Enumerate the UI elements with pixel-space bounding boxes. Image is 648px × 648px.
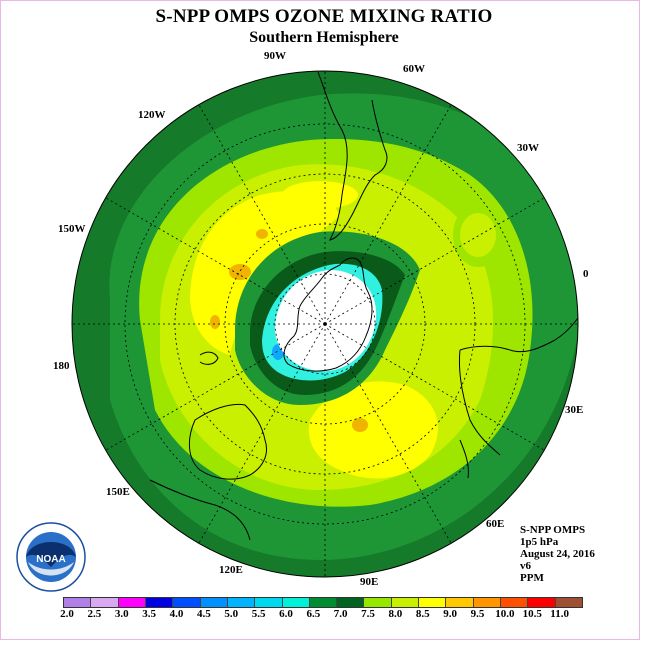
- colorbar-swatch: [501, 598, 529, 607]
- colorbar-swatch: [337, 598, 365, 607]
- field-polar-night: [274, 270, 377, 372]
- graticule: [72, 71, 578, 577]
- colorbar-swatch: [473, 598, 501, 607]
- colorbar-swatch: [419, 598, 447, 607]
- coast-new-zealand: [199, 351, 219, 365]
- colorbar-tick-label: 10.0: [495, 608, 515, 620]
- lon-label-90w: 90W: [264, 50, 286, 62]
- colorbar-swatch: [200, 598, 228, 607]
- lon-label-180: 180: [53, 360, 70, 372]
- colorbar-tick-label: 9.5: [470, 608, 485, 620]
- logo-wordmark: NOAA: [36, 554, 65, 565]
- info-level: 1p5 hPa: [520, 536, 559, 548]
- field-orange-2: [256, 229, 268, 239]
- info-unit: PPM: [520, 572, 544, 584]
- metadata-block: S-NPP OMPS 1p5 hPa August 24, 2016 v6 PP…: [520, 524, 595, 584]
- colorbar-tick-label: 8.5: [415, 608, 430, 620]
- field-yellow-north: [282, 181, 358, 209]
- colorbar-tick-label: 5.5: [251, 608, 266, 620]
- lon-label-60e: 60E: [486, 518, 505, 530]
- info-instrument: S-NPP OMPS: [520, 524, 586, 536]
- field-orange-4: [352, 418, 368, 432]
- info-date: August 24, 2016: [520, 548, 595, 560]
- colorbar-swatch: [555, 598, 582, 607]
- colorbar-tick-label: 7.0: [333, 608, 348, 620]
- coast-antarctic-peninsula: [283, 257, 373, 372]
- colorbar-tick-label: 3.0: [114, 608, 129, 620]
- lon-label-90e: 90E: [360, 576, 379, 588]
- lon-label-60w: 60W: [403, 63, 425, 75]
- colorbar-swatch: [282, 598, 310, 607]
- colorbar-tick-label: 8.0: [388, 608, 403, 620]
- field-orange-1: [229, 264, 251, 280]
- lon-label-30e: 30E: [565, 404, 584, 416]
- colorbar-swatch: [255, 598, 283, 607]
- ozone-field: [72, 71, 578, 577]
- field-orange-3: [210, 315, 220, 329]
- info-version: v6: [520, 560, 531, 572]
- colorbar-swatch: [309, 598, 338, 607]
- coast-africa: [459, 317, 578, 456]
- colorbar: [63, 597, 583, 608]
- map-boundary: [71, 70, 579, 578]
- colorbar-tick-label: 4.0: [169, 608, 184, 620]
- colorbar-swatch: [227, 598, 256, 607]
- colorbar-tick-label: 9.0: [443, 608, 458, 620]
- coast-australia: [188, 403, 267, 480]
- coast-south-america: [317, 71, 388, 241]
- colorbar-tick-label: 6.5: [306, 608, 321, 620]
- noaa-logo: NOAA: [16, 522, 86, 592]
- coast-madagascar: [459, 439, 469, 479]
- colorbar-tick-label: 7.5: [361, 608, 375, 620]
- colorbar-swatch: [528, 598, 556, 607]
- colorbar-tick-label: 6.0: [279, 608, 293, 620]
- colorbar-tick-label: 2.0: [60, 608, 74, 620]
- map-title: S-NPP OMPS OZONE MIXING RATIO: [155, 6, 493, 27]
- colorbar-swatch: [145, 598, 174, 607]
- colorbar-swatch: [173, 598, 201, 607]
- colorbar-tick-label: 2.5: [87, 608, 102, 620]
- colorbar-tick-label: 4.5: [196, 608, 211, 620]
- colorbar-ticks: 2.0 2.5 3.0 3.5 4.0 4.5 5.0 5.5 6.0 6.5 7.0 7.5 8.0 8…: [60, 608, 583, 622]
- colorbar-tick-label: 3.5: [142, 608, 156, 620]
- lon-label-120w: 120W: [138, 109, 166, 121]
- field-yellow-south: [308, 381, 438, 479]
- colorbar-swatch: [391, 598, 420, 607]
- colorbar-tick-label: 11.0: [550, 608, 569, 620]
- colorbar-tick-label: 5.0: [224, 608, 239, 620]
- colorbar-swatch: [446, 598, 474, 607]
- lon-label-120e: 120E: [219, 564, 243, 576]
- field-east-lime-spot-2: [460, 213, 496, 257]
- lon-label-150e: 150E: [106, 486, 130, 498]
- lon-label-0: 0: [583, 268, 589, 280]
- lon-label-30w: 30W: [517, 142, 539, 154]
- colorbar-swatch: [64, 598, 92, 607]
- colorbar-swatch: [118, 598, 146, 607]
- colorbar-tick-label: 10.5: [522, 608, 542, 620]
- colorbar-swatch: [364, 598, 392, 607]
- lon-label-150w: 150W: [58, 223, 86, 235]
- colorbar-swatch: [91, 598, 119, 607]
- map-subtitle: Southern Hemisphere: [249, 29, 399, 46]
- coastlines: [149, 71, 578, 541]
- coast-indonesia: [149, 479, 251, 541]
